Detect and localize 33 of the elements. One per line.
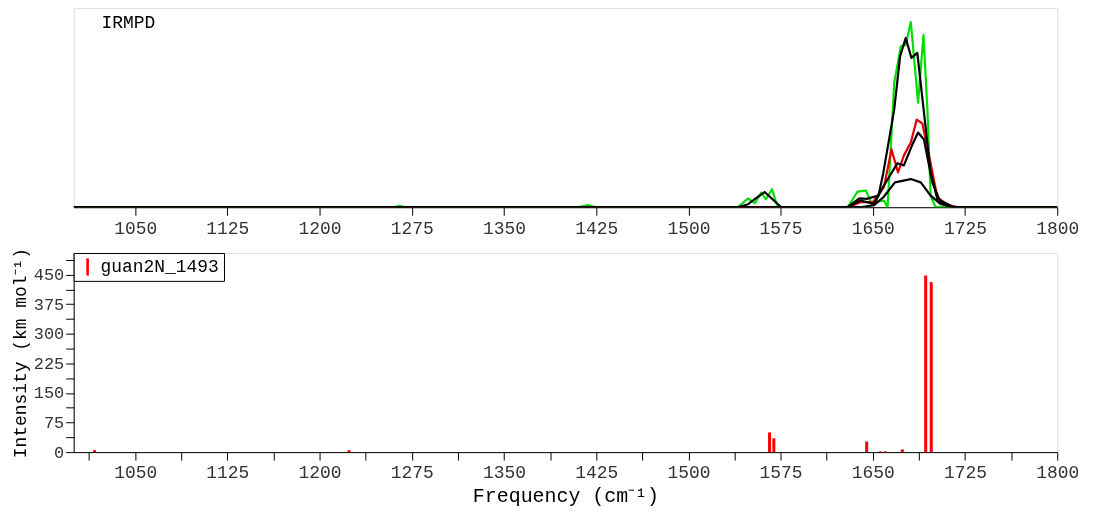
x-tick-label: 1275	[390, 218, 434, 239]
x-tick-label: 1125	[206, 463, 250, 484]
y-tick-label: 450	[33, 266, 65, 286]
x-tick-label: 1725	[944, 463, 988, 484]
x-tick-label: 1350	[482, 218, 526, 239]
x-tick-label: 1575	[759, 218, 803, 239]
y-tick-label: 0	[54, 443, 65, 463]
x-tick-label: 1125	[206, 218, 250, 239]
x-tick-label: 1725	[944, 218, 988, 239]
x-tick-label: 1650	[851, 218, 895, 239]
x-tick-label: 1650	[851, 463, 895, 484]
x-tick-label: 1050	[114, 463, 158, 484]
y-tick-label: 225	[33, 354, 65, 374]
x-tick-label: 1575	[759, 463, 803, 484]
y-tick-label: 150	[33, 384, 65, 404]
x-tick-label: 1050	[114, 218, 158, 239]
x-tick-label: 1800	[1036, 463, 1080, 484]
x-tick-label: 1200	[298, 463, 342, 484]
x-tick-label: 1425	[575, 218, 619, 239]
x-axis-title: Frequency (cm⁻¹)	[472, 485, 660, 509]
x-tick-label: 1350	[482, 463, 526, 484]
x-tick-label: 1500	[667, 463, 711, 484]
x-tick-label: 1425	[575, 463, 619, 484]
x-tick-label: 1200	[298, 218, 342, 239]
y-tick-label: 75	[43, 414, 65, 434]
x-tick-label: 1800	[1036, 218, 1080, 239]
legend-label: guan2N_1493	[100, 256, 219, 277]
annotation: IRMPD	[101, 13, 156, 34]
y-axis-title: Intensity (km mol⁻¹)	[10, 247, 31, 459]
y-tick-label: 300	[33, 325, 65, 345]
x-tick-label: 1275	[390, 463, 434, 484]
y-tick-label: 375	[33, 295, 65, 315]
x-tick-label: 1500	[667, 218, 711, 239]
